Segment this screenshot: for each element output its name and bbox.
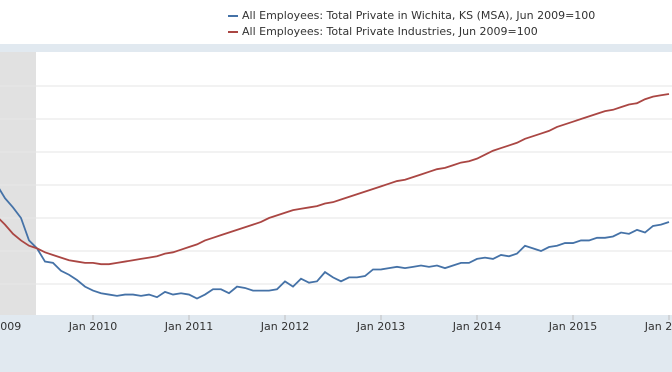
x-tick-label: Jan 2014 [452, 320, 501, 333]
grid [0, 85, 672, 285]
legend-label: All Employees: Total Private Industries,… [242, 25, 538, 38]
plot-area [0, 52, 672, 315]
legend-label: All Employees: Total Private in Wichita,… [242, 9, 595, 22]
x-axis: Jan 2009 Jan 2010 Jan 2011 Jan 2012 Jan 2013… [0, 315, 672, 333]
lines [0, 93, 670, 300]
x-tick-label: Jan 2012 [260, 320, 309, 333]
x-tick-label: Jan 2016 [644, 320, 672, 333]
series-line [0, 93, 670, 266]
recession-shading [0, 52, 36, 315]
x-tick-label: Jan 2013 [356, 320, 405, 333]
x-axis-band [0, 315, 672, 372]
x-tick-label: Jan 2011 [164, 320, 213, 333]
x-tick-label: Jan 2015 [548, 320, 597, 333]
legend: All Employees: Total Private in Wichita,… [228, 9, 595, 38]
series-line [0, 188, 670, 300]
x-tick-label: Jan 2010 [68, 320, 117, 333]
top-band [0, 44, 672, 52]
x-tick-label: Jan 2009 [0, 320, 21, 333]
